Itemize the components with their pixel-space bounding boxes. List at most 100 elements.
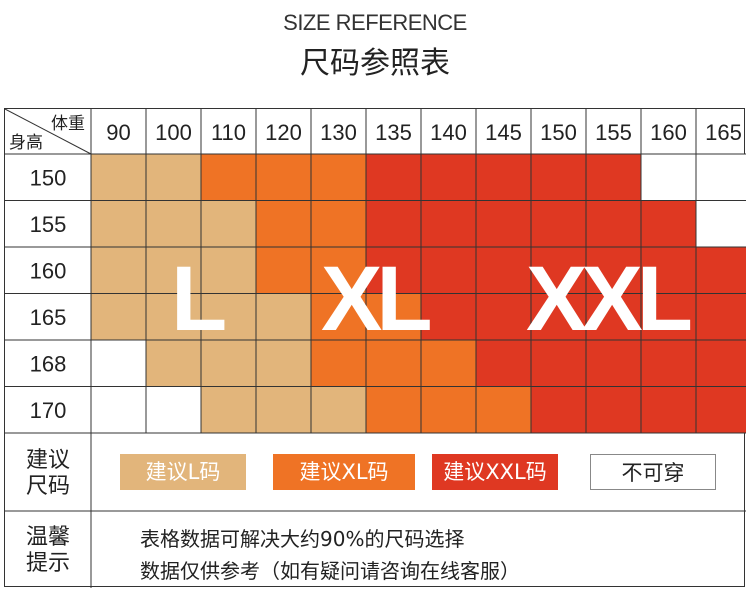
grid-cell xyxy=(201,154,256,201)
height-label: 155 xyxy=(30,212,67,237)
legend-suggest-xl-text: 建议XL码 xyxy=(299,460,389,484)
grid-cell xyxy=(201,340,256,387)
suggest-label: 建议 尺码 xyxy=(5,448,91,500)
weight-header: 150 xyxy=(540,120,577,145)
corner-diagonal xyxy=(5,109,92,155)
grid-cell xyxy=(366,293,421,340)
grid-cell xyxy=(531,386,586,433)
grid-cell xyxy=(476,293,531,340)
grid-cell xyxy=(311,247,366,294)
grid-cell xyxy=(201,200,256,247)
grid-cell xyxy=(476,247,531,294)
grid-cell xyxy=(256,154,311,201)
title-en: SIZE REFERENCE xyxy=(283,10,467,35)
grid-cell xyxy=(91,247,146,294)
grid-cell xyxy=(421,293,476,340)
height-label: 165 xyxy=(30,305,67,330)
tip-line-2: 数据仅供参考（如有疑问请咨询在线客服） xyxy=(140,559,520,583)
size-label-l: L xyxy=(171,248,227,350)
grid-cell xyxy=(366,340,421,387)
grid-cell xyxy=(146,247,201,294)
legend-suggest-l: 建议L码 xyxy=(120,454,246,490)
grid-cell xyxy=(146,340,201,387)
tip-line-1: 表格数据可解决大约90%的尺码选择 xyxy=(140,527,465,551)
grid-cell xyxy=(531,247,586,294)
weight-header: 160 xyxy=(650,120,687,145)
grid-cell xyxy=(311,200,366,247)
grid-cell xyxy=(586,247,641,294)
grid-cell xyxy=(91,200,146,247)
grid-cell xyxy=(476,340,531,387)
grid-cell xyxy=(146,386,201,433)
grid-cell xyxy=(91,340,146,387)
weight-header: 90 xyxy=(106,120,130,145)
height-label: 170 xyxy=(30,398,67,423)
weight-header: 100 xyxy=(155,120,192,145)
grid-cell xyxy=(531,293,586,340)
grid-cell xyxy=(421,247,476,294)
grid-cell xyxy=(586,340,641,387)
grid-cell xyxy=(421,200,476,247)
grid-cell xyxy=(641,340,696,387)
grid-cell xyxy=(586,386,641,433)
height-label: 160 xyxy=(30,258,67,283)
grid-cell xyxy=(311,386,366,433)
grid-cell xyxy=(641,154,696,201)
grid-cell xyxy=(146,293,201,340)
tips-label: 温馨 提示 xyxy=(5,525,91,577)
grid-cell xyxy=(586,200,641,247)
tips-label-line2: 提示 xyxy=(25,551,70,576)
grid-cell xyxy=(531,340,586,387)
grid-cell xyxy=(696,247,746,294)
grid-cell xyxy=(421,154,476,201)
grid-cell xyxy=(256,340,311,387)
grid-cell xyxy=(256,247,311,294)
grid-cell xyxy=(256,200,311,247)
grid-cell xyxy=(91,386,146,433)
grid-cell xyxy=(696,340,746,387)
grid-cell xyxy=(201,386,256,433)
page-title: 尺码参照表 xyxy=(300,46,450,81)
weight-header: 130 xyxy=(320,120,357,145)
grid-cell xyxy=(366,154,421,201)
weight-header: 145 xyxy=(485,120,522,145)
grid-cell xyxy=(201,293,256,340)
legend-suggest-l-text: 建议L码 xyxy=(145,460,221,484)
corner-height-label: 身高 xyxy=(9,133,43,153)
grid-cell xyxy=(311,293,366,340)
grid-cell xyxy=(586,293,641,340)
grid-cell xyxy=(476,154,531,201)
size-chart-frame: 体重 身高 90 100 110 120 130 135 140 145 150 155 160 165 1… xyxy=(4,108,746,588)
height-label: 168 xyxy=(30,351,67,376)
grid-cell xyxy=(696,386,746,433)
grid-cell xyxy=(696,200,746,247)
grid-cell xyxy=(421,340,476,387)
legend-suggest-xxl-text: 建议XXL码 xyxy=(443,460,547,484)
grid-cell xyxy=(311,154,366,201)
grid-cell xyxy=(256,386,311,433)
grid-cell xyxy=(201,247,256,294)
grid-cell xyxy=(641,247,696,294)
grid-cell xyxy=(641,386,696,433)
weight-header: 165 xyxy=(705,120,742,145)
legend-not-wearable-text: 不可穿 xyxy=(621,461,685,485)
legend-suggest-xl: 建议XL码 xyxy=(273,454,415,490)
weight-header: 135 xyxy=(375,120,412,145)
legend-suggest-xxl: 建议XXL码 xyxy=(432,454,558,490)
suggest-label-line2: 尺码 xyxy=(25,474,70,499)
grid-cell xyxy=(91,154,146,201)
grid-cell xyxy=(696,293,746,340)
size-label-xxl: XXL xyxy=(526,248,693,350)
grid-cell xyxy=(91,293,146,340)
legend-not-wearable: 不可穿 xyxy=(590,454,716,490)
grid-cell xyxy=(256,293,311,340)
weight-header: 110 xyxy=(211,120,246,145)
grid-cell xyxy=(311,340,366,387)
grid-cell xyxy=(531,154,586,201)
grid-cell xyxy=(366,386,421,433)
weight-header: 155 xyxy=(595,120,632,145)
grid-cell xyxy=(421,386,476,433)
weight-header: 120 xyxy=(265,120,302,145)
grid-cell xyxy=(531,200,586,247)
